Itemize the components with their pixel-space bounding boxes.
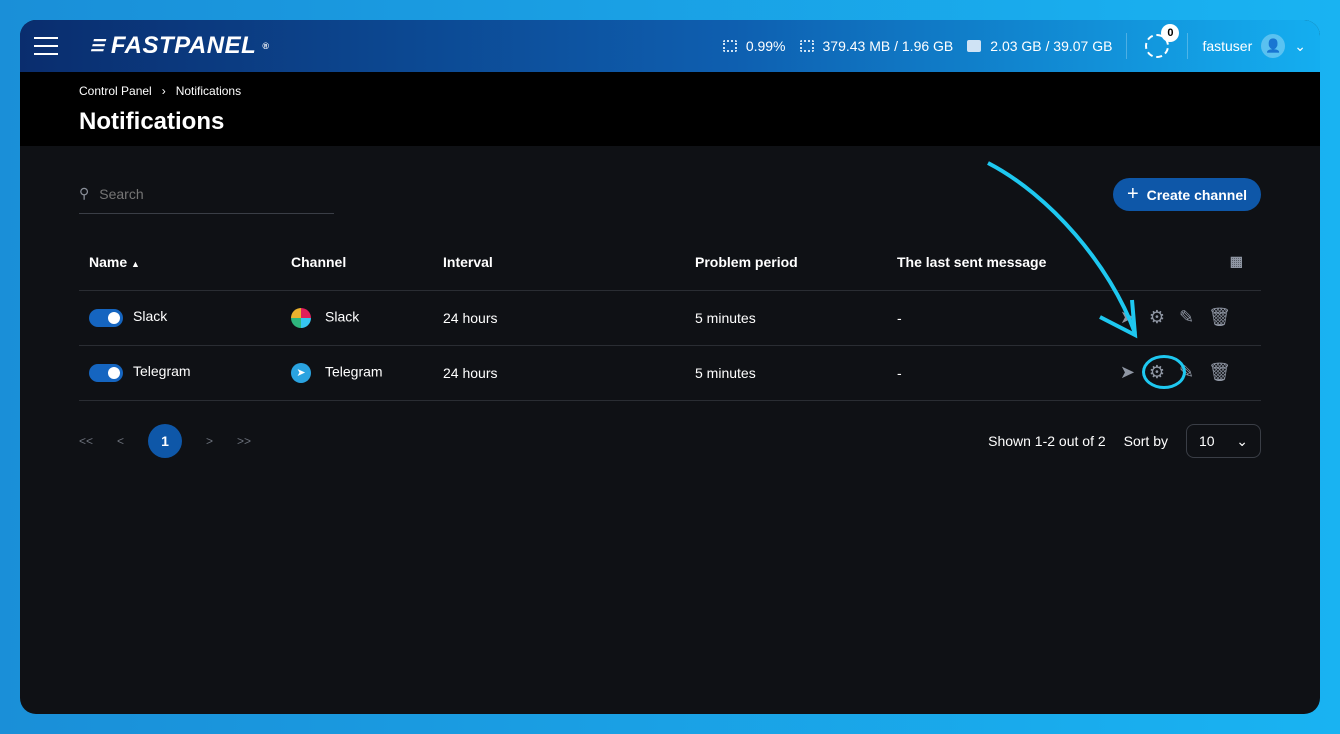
logo[interactable]: ☰ FASTPANEL ®	[90, 32, 270, 59]
col-problem-period: Problem period	[685, 234, 887, 291]
create-channel-button[interactable]: + Create channel	[1112, 178, 1261, 211]
avatar: 👤	[1261, 34, 1286, 58]
row-last-message: -	[887, 345, 1079, 401]
ram-icon	[799, 40, 814, 52]
divider	[1187, 33, 1189, 59]
breadcrumb: Control Panel › Notifications	[79, 84, 1261, 98]
cpu-usage: 0.99%	[722, 38, 786, 54]
page-title: Notifications	[79, 108, 225, 135]
row-problem-period: 5 minutes	[685, 345, 887, 401]
enable-toggle[interactable]	[89, 308, 123, 327]
ram-value: 379.43 MB / 1.96 GB	[822, 38, 954, 54]
user-menu[interactable]: fastuser 👤 ⌄	[1202, 34, 1306, 58]
chevron-down-icon: ⌄	[1294, 37, 1306, 54]
row-last-message: -	[887, 290, 1079, 346]
col-last-message: The last sent message	[887, 234, 1079, 291]
divider	[1126, 33, 1128, 59]
table-row: Slack Slack 24 hours 5 minutes - ➤⚙✎🗑	[79, 290, 1261, 346]
telegram-icon: ➤	[291, 362, 311, 383]
menu-icon[interactable]	[34, 37, 58, 55]
trash-icon[interactable]: 🗑	[1208, 362, 1245, 382]
col-name-label: Name	[89, 253, 128, 270]
row-interval: 24 hours	[433, 290, 685, 346]
arrow-shaft	[987, 161, 1137, 334]
search-field[interactable]: ⚲	[79, 174, 334, 214]
send-test-icon[interactable]: ➤	[1119, 362, 1149, 382]
row-name: Slack	[133, 308, 168, 325]
page-1-button[interactable]: 1	[148, 424, 183, 458]
logo-mark: ®	[262, 41, 270, 51]
gear-icon[interactable]: ⚙	[1141, 355, 1187, 389]
cpu-value: 0.99%	[745, 38, 786, 54]
prev-page-button[interactable]: <	[117, 434, 125, 448]
row-channel: Slack	[325, 308, 360, 325]
gear-icon[interactable]: ⚙	[1148, 307, 1180, 327]
col-interval: Interval	[433, 234, 685, 291]
create-channel-label: Create channel	[1146, 186, 1247, 203]
edit-icon[interactable]: ✎	[1179, 362, 1209, 382]
search-icon: ⚲	[79, 185, 90, 201]
plus-icon: +	[1126, 183, 1139, 205]
slack-icon	[291, 307, 311, 328]
logo-text: FASTPANEL	[110, 32, 257, 59]
col-channel: Channel	[281, 234, 433, 291]
cpu-icon	[722, 40, 737, 52]
channels-table: Name ▲ Channel Interval Problem period T…	[79, 234, 1261, 401]
search-input[interactable]	[99, 185, 281, 202]
disk-value: 2.03 GB / 39.07 GB	[990, 38, 1113, 54]
table-row: Telegram ➤ Telegram 24 hours 5 minutes - …	[79, 345, 1261, 401]
table-header: Name ▲ Channel Interval Problem period T…	[79, 234, 1261, 291]
page-size-value: 10	[1199, 433, 1215, 449]
edit-icon[interactable]: ✎	[1179, 307, 1209, 327]
sort-asc-icon: ▲	[131, 258, 140, 269]
sort-label: Sort by	[1123, 433, 1168, 449]
breadcrumb-current: Notifications	[175, 84, 242, 98]
pagination: << < 1 > >>	[79, 424, 251, 458]
row-channel: Telegram	[325, 363, 383, 380]
trash-icon[interactable]: 🗑	[1208, 307, 1245, 327]
arrow-head	[1099, 299, 1138, 339]
app-window: ☰ FASTPANEL ® 0.99% 379.43 MB / 1.96 GB 2.…	[20, 20, 1320, 714]
enable-toggle[interactable]	[89, 363, 123, 382]
disk-icon	[967, 40, 982, 52]
first-page-button[interactable]: <<	[79, 434, 94, 448]
ram-usage: 379.43 MB / 1.96 GB	[799, 38, 954, 54]
chevron-down-icon: ⌄	[1236, 432, 1248, 449]
page-size-select[interactable]: 10 ⌄	[1186, 424, 1261, 458]
next-page-button[interactable]: >	[206, 434, 214, 448]
row-interval: 24 hours	[433, 345, 685, 401]
disk-usage: 2.03 GB / 39.07 GB	[967, 38, 1112, 54]
top-bar: ☰ FASTPANEL ® 0.99% 379.43 MB / 1.96 GB 2.…	[20, 20, 1320, 72]
username: fastuser	[1202, 38, 1253, 54]
tasks-badge: 0	[1161, 24, 1180, 42]
last-page-button[interactable]: >>	[237, 434, 252, 448]
tasks-icon[interactable]: 0	[1145, 24, 1180, 58]
breadcrumb-control-panel[interactable]: Control Panel	[79, 84, 152, 98]
chevron-right-icon: ›	[161, 84, 166, 98]
shown-count: Shown 1-2 out of 2	[988, 433, 1106, 449]
col-name[interactable]: Name ▲	[79, 234, 281, 291]
annotation-arrow	[987, 161, 1138, 339]
row-problem-period: 5 minutes	[685, 290, 887, 346]
row-name: Telegram	[133, 363, 191, 380]
